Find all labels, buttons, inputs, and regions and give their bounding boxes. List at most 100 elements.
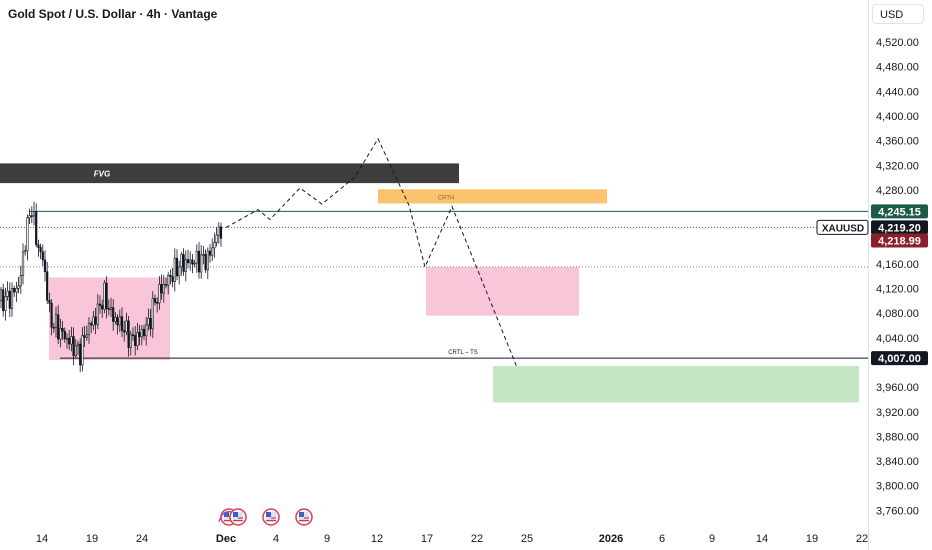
candle-body bbox=[8, 290, 11, 309]
price-tag-value: 4,007.00 bbox=[878, 353, 921, 365]
candle-body bbox=[68, 337, 71, 345]
time-axis-label: Dec bbox=[216, 533, 236, 545]
candle-body bbox=[145, 324, 148, 337]
price-tag: 4,218.99 bbox=[871, 233, 928, 248]
price-tag: 4,245.15 bbox=[871, 204, 928, 219]
candle-body bbox=[193, 262, 196, 265]
candle-body bbox=[182, 254, 185, 272]
price-axis-label: 4,400.00 bbox=[876, 111, 919, 123]
candle-body bbox=[79, 343, 82, 366]
candle-body bbox=[114, 317, 117, 322]
symbol-tag-bg bbox=[816, 219, 869, 235]
candle-body bbox=[92, 316, 95, 326]
price-axis-label: 4,280.00 bbox=[876, 185, 919, 197]
price-axis-label: 3,920.00 bbox=[876, 407, 919, 419]
candle-body bbox=[169, 274, 172, 277]
candle-body bbox=[136, 332, 139, 346]
candle-body bbox=[96, 303, 99, 325]
candle-body bbox=[90, 323, 93, 326]
candle-body bbox=[48, 300, 51, 304]
time-axis-label: 12 bbox=[371, 533, 383, 545]
candle-body bbox=[184, 259, 187, 272]
time-axis-label: 25 bbox=[521, 533, 533, 545]
time-axis-label: 24 bbox=[136, 533, 148, 545]
candle-body bbox=[50, 303, 53, 328]
time-axis-label: 17 bbox=[421, 533, 433, 545]
price-tag-value: 4,218.99 bbox=[878, 235, 921, 247]
economic-event-icon[interactable] bbox=[262, 508, 280, 526]
zone-label: FVG bbox=[94, 169, 110, 178]
candle-body bbox=[219, 226, 223, 239]
candle-body bbox=[13, 288, 16, 293]
candle-body bbox=[151, 298, 154, 330]
price-axis-label: 4,320.00 bbox=[876, 160, 919, 172]
chart-title: Gold Spot / U.S. Dollar · 4h · Vantage bbox=[8, 7, 218, 21]
candle-body bbox=[200, 254, 203, 273]
candle-body bbox=[149, 317, 152, 330]
candle-body bbox=[204, 254, 207, 271]
candle-body bbox=[186, 259, 190, 264]
candle-body bbox=[103, 282, 106, 310]
price-axis-label: 3,800.00 bbox=[876, 481, 919, 493]
candle-body bbox=[6, 290, 9, 297]
candle-body bbox=[195, 250, 198, 264]
time-axis-label: 14 bbox=[36, 533, 48, 545]
candle-body bbox=[153, 298, 157, 303]
candle-body bbox=[180, 254, 183, 268]
candle-body bbox=[19, 275, 22, 287]
economic-event-icon[interactable] bbox=[229, 508, 247, 526]
candle-body bbox=[4, 296, 7, 312]
candle-body bbox=[171, 276, 174, 282]
candle-body bbox=[138, 332, 141, 338]
candle-body bbox=[65, 337, 69, 340]
price-tag-bg bbox=[871, 351, 928, 366]
zone-box-2 bbox=[426, 266, 579, 316]
candle-body bbox=[15, 287, 18, 293]
candle-body bbox=[83, 335, 86, 338]
candle-body bbox=[162, 284, 165, 294]
economic-event-icon[interactable] bbox=[295, 508, 313, 526]
time-axis-label: 22 bbox=[471, 533, 483, 545]
candle-body bbox=[17, 285, 20, 289]
price-axis-label: 3,960.00 bbox=[876, 382, 919, 394]
candle-body bbox=[140, 328, 143, 338]
zone-crth bbox=[378, 189, 607, 204]
candle-body bbox=[105, 282, 108, 309]
price-axis-label: 4,360.00 bbox=[876, 136, 919, 148]
candle-body bbox=[202, 254, 205, 256]
candle-body bbox=[142, 328, 146, 337]
time-axis-label: 6 bbox=[659, 533, 665, 545]
candle-body bbox=[208, 250, 212, 256]
price-axis-label: 3,760.00 bbox=[876, 505, 919, 517]
candle-body bbox=[197, 250, 201, 273]
candle-body bbox=[158, 284, 161, 304]
candle-body bbox=[217, 226, 220, 236]
currency-button[interactable]: USD bbox=[872, 4, 924, 24]
level-label: CRTL – TS bbox=[448, 350, 478, 356]
time-axis-label: 2026 bbox=[599, 533, 623, 545]
candle-body bbox=[94, 316, 97, 325]
candle-body bbox=[63, 330, 66, 340]
price-axis-label: 4,480.00 bbox=[876, 62, 919, 74]
flag-canton bbox=[224, 512, 229, 517]
price-axis-label: 4,040.00 bbox=[876, 333, 919, 345]
candle-body bbox=[24, 250, 27, 253]
candle-body bbox=[127, 320, 130, 348]
time-axis-label: 9 bbox=[324, 533, 330, 545]
time-axis-label: 22 bbox=[856, 533, 868, 545]
candle-body bbox=[178, 266, 181, 277]
flag-canton bbox=[266, 512, 271, 517]
candle-body bbox=[160, 284, 163, 294]
time-axis-label: 14 bbox=[756, 533, 768, 545]
candle-body bbox=[0, 289, 3, 302]
candle-body bbox=[98, 303, 102, 306]
candle-body bbox=[112, 307, 115, 322]
candle-body bbox=[191, 259, 194, 265]
price-tag-value: 4,245.15 bbox=[878, 206, 921, 218]
candle-body bbox=[70, 336, 73, 345]
candle-body bbox=[125, 320, 128, 333]
candle-body bbox=[173, 257, 176, 282]
candle-body bbox=[147, 317, 150, 326]
candle-body bbox=[109, 307, 113, 310]
